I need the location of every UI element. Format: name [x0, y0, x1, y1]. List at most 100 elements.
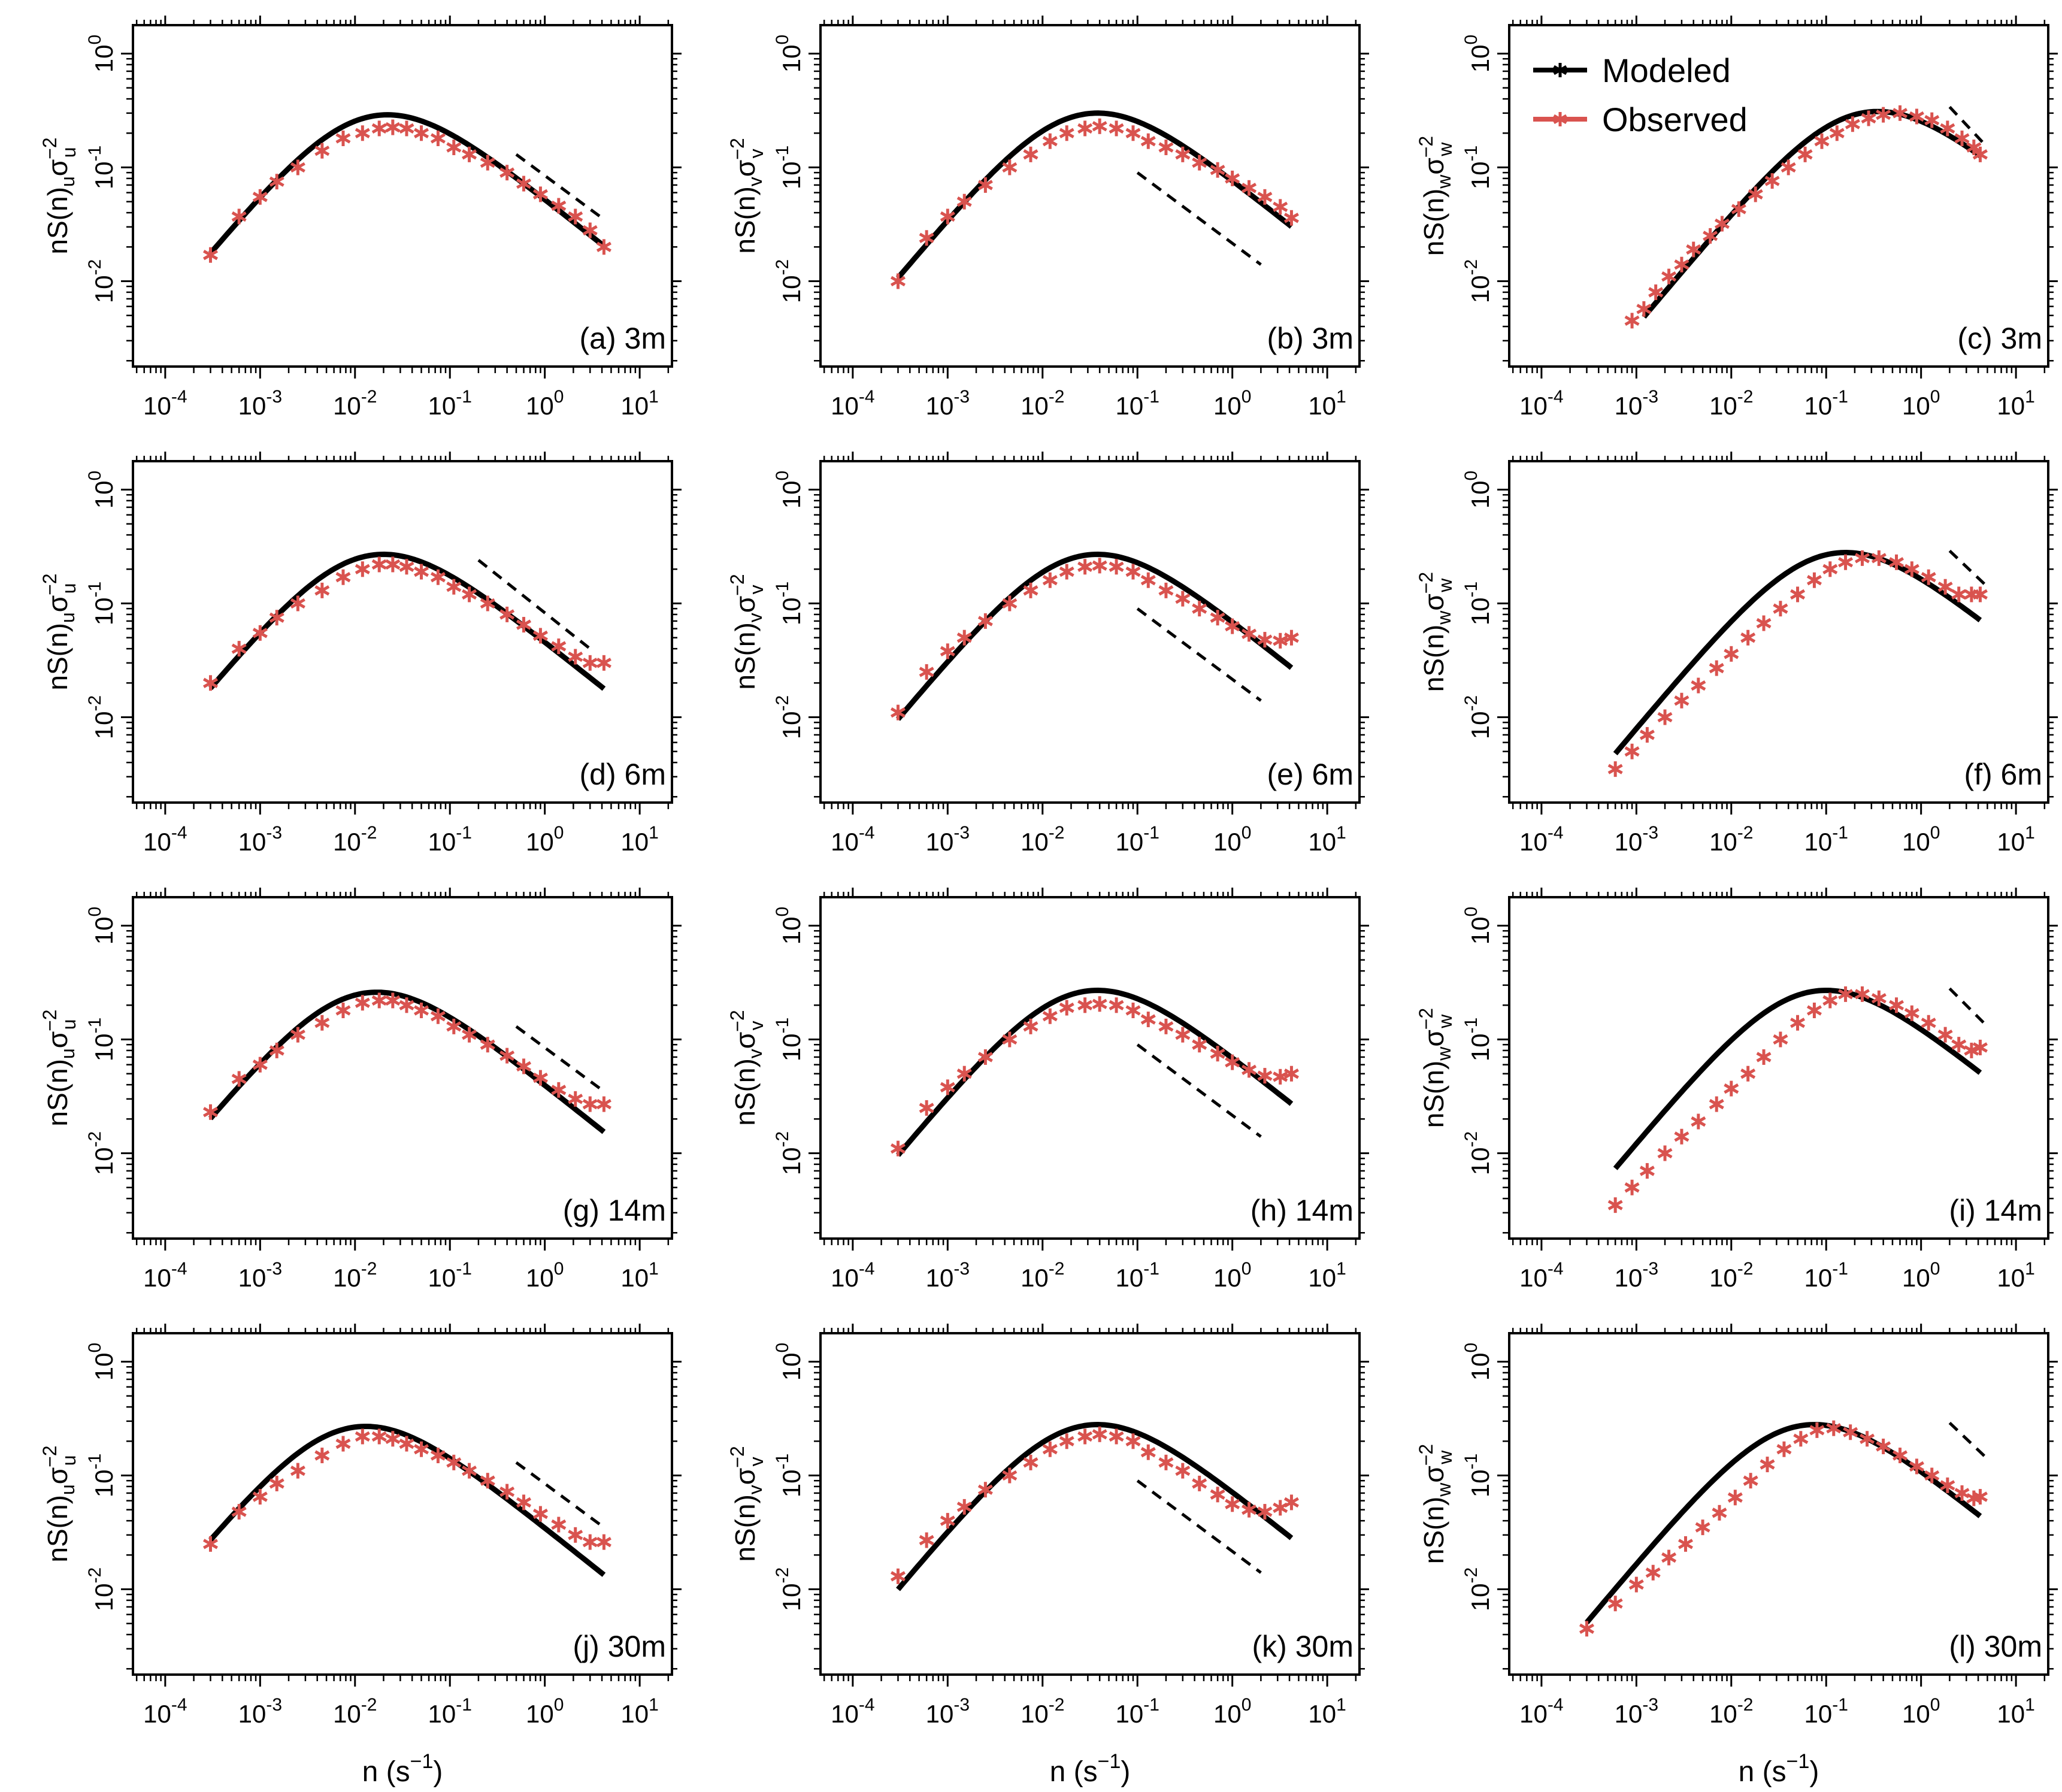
- panel-f6m: 10-4 10-3 10-2 10-1 100 101 10-2 10-1 100 nS(n)wσ…: [1415, 452, 2058, 856]
- x-tick-label: 10-2: [1709, 1259, 1753, 1292]
- observed-point-stroke: [385, 1433, 401, 1444]
- observed-point-stroke: [335, 1438, 351, 1449]
- observed-point: [1273, 632, 1288, 649]
- observed-point-stroke: [977, 180, 993, 190]
- observed-point: [1790, 586, 1806, 603]
- observed-point: [1924, 112, 1940, 128]
- y-tick-label: 10-1: [1461, 146, 1494, 189]
- observed-point-stroke: [1951, 1039, 1967, 1050]
- observed-point-stroke: [355, 997, 370, 1008]
- observed-point: [385, 1431, 401, 1447]
- observed-point: [1140, 133, 1156, 149]
- observed-point: [446, 1454, 462, 1470]
- observed-point-stroke: [499, 167, 515, 178]
- observed-point-stroke: [462, 1465, 477, 1476]
- observed-point-stroke: [1077, 561, 1093, 572]
- observed-point-stroke: [1657, 712, 1673, 723]
- observed-point-stroke: [269, 1478, 284, 1489]
- observed-point: [977, 1049, 993, 1065]
- observed-point: [1092, 1426, 1107, 1442]
- y-tick-label: 100: [1461, 1343, 1494, 1381]
- observed-point-stroke: [1893, 108, 1908, 119]
- observed-point: [1210, 1487, 1225, 1503]
- legend: Modeled Observed: [1533, 52, 1748, 138]
- observed-point-stroke: [1225, 1499, 1240, 1510]
- observed-point-stroke: [1695, 1522, 1710, 1533]
- observed-point-stroke: [1158, 585, 1174, 596]
- observed-point: [1579, 1621, 1594, 1637]
- observed-point: [446, 140, 462, 156]
- observed-point-stroke: [956, 1068, 972, 1079]
- observed-point-stroke: [956, 196, 972, 207]
- observed-point: [480, 595, 495, 612]
- observed-point-stroke: [1002, 162, 1018, 173]
- x-tick-label: 10-3: [1615, 1259, 1658, 1292]
- observed-point: [202, 675, 218, 691]
- observed-point-stroke: [1674, 259, 1689, 270]
- observed-point-stroke: [290, 162, 305, 173]
- observed-point-stroke: [231, 211, 247, 222]
- observed-point: [568, 649, 583, 665]
- y-tick-label: 100: [85, 35, 118, 72]
- panel-label: (h) 14m: [1250, 1194, 1354, 1227]
- observed-point-stroke: [1712, 1508, 1727, 1518]
- observed-point-stroke: [582, 658, 598, 668]
- observed-point-stroke: [1797, 149, 1813, 160]
- observed-point: [1889, 997, 1904, 1013]
- observed-point: [1607, 761, 1623, 777]
- plot-frame: [132, 1332, 673, 1676]
- observed-point: [1175, 146, 1191, 162]
- y-tick-label: 10-2: [85, 695, 118, 739]
- observed-point: [1657, 709, 1673, 725]
- y-axis-label: nS(n)vσ−2v: [726, 138, 767, 253]
- observed-point: [1042, 1008, 1058, 1024]
- observed-point-stroke: [1077, 1000, 1093, 1010]
- observed-point: [1140, 1012, 1156, 1028]
- observed-point: [1192, 601, 1207, 617]
- observed-point-stroke: [1845, 119, 1860, 129]
- y-axis-label: nS(n)uσ−2u: [39, 137, 80, 254]
- observed-point: [1109, 120, 1124, 137]
- observed-point: [1175, 1463, 1191, 1479]
- y-tick-label: 10-1: [1461, 1454, 1494, 1497]
- observed-point: [231, 1504, 247, 1520]
- x-tick-label: 101: [1308, 387, 1346, 420]
- observed-point-stroke: [1904, 1008, 1919, 1019]
- observed-point: [956, 1065, 972, 1082]
- x-tick-label: 10-4: [831, 387, 874, 420]
- observed-point: [252, 1489, 268, 1505]
- observed-point-stroke: [446, 142, 462, 153]
- observed-point-stroke: [269, 612, 284, 623]
- x-tick-label: 10-1: [1116, 387, 1159, 420]
- observed-point-stroke: [1042, 136, 1058, 147]
- observed-point: [1972, 1489, 1988, 1505]
- observed-point-stroke: [1678, 1539, 1693, 1549]
- observed-point: [1806, 572, 1822, 588]
- observed-point-stroke: [1893, 1450, 1908, 1461]
- observed-point-stroke: [1731, 204, 1746, 214]
- observed-point-stroke: [371, 995, 387, 1006]
- observed-point-stroke: [1125, 1005, 1141, 1016]
- x-tick-label: 10-2: [1021, 387, 1064, 420]
- observed-point-stroke: [480, 598, 495, 609]
- observed-point: [269, 174, 284, 190]
- observed-point-stroke: [414, 566, 429, 577]
- observed-point-stroke: [1242, 1505, 1257, 1515]
- observed-point: [499, 1048, 515, 1064]
- observed-point-stroke: [314, 585, 330, 596]
- observed-point-stroke: [1724, 649, 1739, 659]
- observed-point: [1678, 1536, 1693, 1552]
- x-tick-label: 100: [526, 1259, 564, 1292]
- observed-point-stroke: [1806, 1005, 1822, 1016]
- observed-point: [1273, 1068, 1288, 1085]
- x-tick-label: 101: [620, 823, 658, 856]
- x-tick-label: 10-4: [831, 1695, 874, 1728]
- observed-point: [399, 559, 414, 575]
- observed-point-stroke: [499, 1050, 515, 1061]
- observed-point-stroke: [1924, 114, 1940, 126]
- observed-point-stroke: [480, 1475, 495, 1486]
- observed-point: [1860, 1431, 1875, 1447]
- y-axis-label: nS(n)vσ−2v: [726, 1446, 767, 1561]
- observed-point-stroke: [252, 192, 268, 202]
- observed-point-stroke: [1790, 1018, 1806, 1028]
